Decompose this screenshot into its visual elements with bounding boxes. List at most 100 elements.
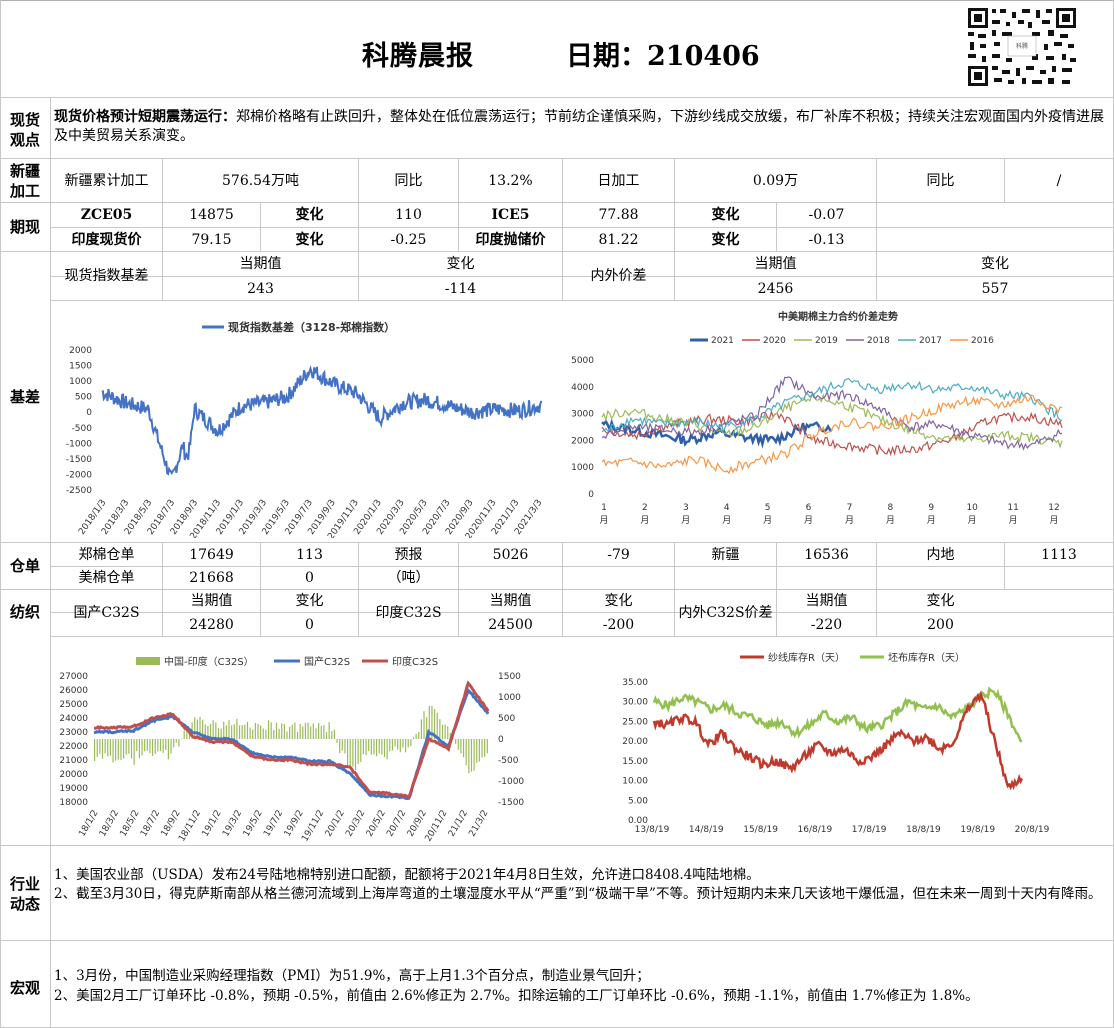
yarn-spread-bar [431,705,433,740]
inventory-ytick: 35.00 [622,678,648,688]
inventory-ytick: 20.00 [622,737,648,747]
xinjiang-daily-yoy-value: / [1056,172,1062,189]
spread-legend-label: 2018 [867,336,890,346]
yarn-ytick-right: 0 [498,735,504,745]
yarn-spread-bar [220,728,222,740]
inventory-chart: 纱线库存R（天） 坯布库存R（天） 35.00 30.00 25.00 20.00 15.… [622,651,1049,835]
yarn-spread-bar [410,739,412,747]
yarn-spread-bar [104,739,106,754]
yarn-spread-bar [426,717,428,740]
yarn-ytick-left: 27000 [59,672,88,682]
yarn-spread-bar [412,737,415,740]
zce-change: 110 [395,207,422,223]
yarn-spread-bar [320,725,322,740]
yarn-spread-bar [389,739,391,752]
yarn-spread-bar [399,739,401,753]
c32s-spread-label: 内外C32S价差 [678,605,773,621]
yarn-inventory-line [652,690,1024,791]
yarn-spread-bar [281,723,283,740]
macro-label: 宏观 [9,979,40,997]
qr-code-icon: 科腾 [966,6,1078,88]
fabric-inventory-line [652,686,1023,743]
xinjiang-daily-value: 0.09万 [752,172,799,189]
domestic-current: 24280 [189,616,234,633]
warehouse-unit: （吨） [387,570,430,586]
yarn-ytick-left: 21000 [59,756,88,766]
yarn-spread-bar [101,739,104,759]
yarn-spread-bar [273,729,275,740]
spread-ytick: 4000 [571,383,594,393]
spread-xtick: 12 [1048,503,1059,513]
spot-view-body: 郑棉价格略有止跌回升，整体处在低位震荡运行；节前纺企谨慎采购，下游纱线成交放缓，… [54,109,1104,144]
yarn-spread-bar [157,739,159,752]
spread-chart-title: 中美期棉主力合约价差走势 [778,310,898,323]
yarn-spread-bar [347,739,349,767]
yarn-spread-bar [404,739,407,753]
yarn-spread-bar [460,739,462,754]
zce-change-label: 变化 [295,207,324,223]
yarn-spread-bar [254,722,256,740]
domestic-c32s-label: 国产C32S [73,605,140,621]
yarn-spread-bar [183,730,185,740]
yarn-spread-bar [99,739,101,754]
spread-current-label: 当期值 [754,256,797,272]
yarn-spread-bar [291,724,293,740]
basis-ytick: 1500 [69,362,92,372]
inventory-xtick: 14/8/19 [689,825,724,835]
yarn-ytick-left: 19000 [59,784,88,794]
yarn-spread-bar [138,739,141,759]
yarn-ytick-left: 26000 [59,686,88,696]
yarn-spread-bar [365,739,367,756]
yarn-spread-bar [262,728,264,740]
inventory-xtick: 19/8/19 [960,825,995,835]
yarn-ytick-left: 24000 [59,714,88,724]
inventory-ytick: 5.00 [628,796,648,806]
us-wh-change: 0 [305,570,314,586]
yarn-spread-bar [204,724,206,740]
yarn-spread-bar [257,723,259,740]
ice-value: 77.88 [598,207,639,223]
yarn-spread-bar [199,716,201,740]
spread-c32s-change: 200 [927,616,954,633]
india-change-label: 变化 [604,593,633,609]
yarn-spread-bar [478,739,480,762]
ice-change-label: 变化 [711,207,740,223]
yarn-spread-bar [423,711,425,740]
yarn-spread-bar [302,726,304,740]
yarn-spread-bar [457,739,459,750]
yarn-spread-bar [294,722,296,740]
yarn-spread-bar [267,720,270,740]
yarn-legend-label: 中国-印度（C32S） [164,655,254,668]
index-current-value: 243 [247,280,274,297]
basis-ytick: -2000 [66,470,92,480]
yarn-ytick-right: -1000 [498,777,524,787]
xinjiang-label: 新疆加工 [9,162,40,200]
spread-xtick: 1 [601,503,607,513]
yarn-spread-bar [136,739,138,752]
yarn-spread-bar [486,739,488,754]
yarn-ytick-left: 22000 [59,742,88,752]
ice-label: ICE5 [491,207,530,223]
basis-label: 基差 [9,388,40,406]
yarn-spread-bar [307,722,309,740]
spread-xtick-unit: 月 [804,515,813,526]
zhengmian-change: 113 [296,546,323,563]
spread-c32s-current-label: 当期值 [805,593,848,609]
domestic-change: 0 [305,616,314,633]
india-change: -200 [602,616,635,633]
futures-label: 期现 [9,218,40,236]
report-date: 日期：210406 [566,41,760,72]
yarn-spread-bar [299,723,301,740]
yarn-spread-bar [133,739,135,765]
yarn-spread-bar [165,739,167,751]
yarn-spread-bar [373,739,375,755]
yarn-spread-bar [315,728,317,740]
yarn-spread-bar [154,739,156,754]
yarn-spread-bar [167,739,169,760]
yarn-spread-bar [249,727,251,740]
yarn-spread-bar [349,739,351,768]
india-c32s-label: 印度C32S [375,605,442,621]
spread-c32s-current: -220 [810,616,843,633]
yarn-ytick-left: 18000 [59,798,88,808]
spread-legend-label: 2020 [763,336,786,346]
